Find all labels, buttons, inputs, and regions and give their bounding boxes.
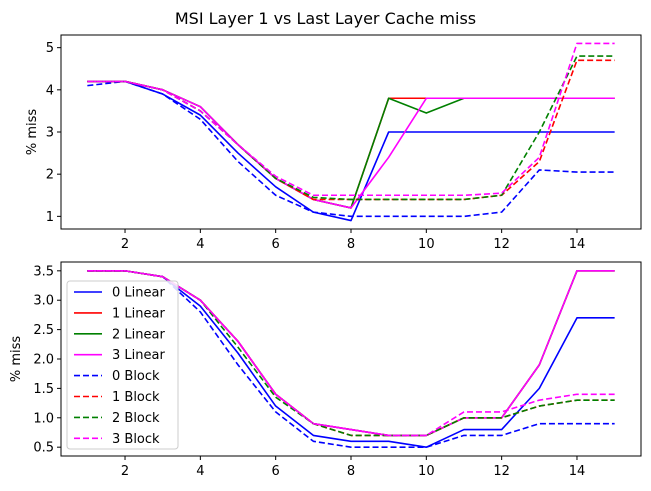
y-tick-label: 1.5 — [33, 382, 54, 397]
y-tick-label: 2.0 — [33, 353, 54, 368]
series-line-0-linear — [87, 80, 615, 222]
x-tick-label: 8 — [347, 464, 355, 479]
x-tick-label: 6 — [272, 464, 280, 479]
legend-label: 2 Block — [112, 411, 160, 426]
figure-title: MSI Layer 1 vs Last Layer Cache miss — [175, 9, 476, 28]
series-line-2-block — [87, 55, 615, 201]
legend-label: 3 Block — [112, 432, 160, 447]
legend-label: 3 Linear — [112, 348, 165, 363]
x-tick-label: 2 — [121, 464, 129, 479]
x-tick-label: 10 — [418, 464, 435, 479]
legend-label: 0 Linear — [112, 286, 165, 301]
y-axis-label: % miss — [9, 336, 24, 383]
legend-label: 1 Block — [112, 390, 160, 405]
x-tick-label: 14 — [569, 464, 586, 479]
x-tick-label: 2 — [121, 237, 129, 252]
series-line-3-linear — [87, 80, 615, 209]
series-line-3-block — [87, 42, 615, 197]
series-line-2-linear — [87, 80, 615, 209]
y-tick-label: 3 — [46, 126, 54, 141]
y-tick-label: 2 — [46, 168, 54, 183]
series-line-0-block — [87, 80, 615, 218]
series-line-1-linear — [87, 80, 615, 209]
x-tick-label: 10 — [418, 237, 435, 252]
y-tick-label: 0.5 — [33, 441, 54, 456]
y-tick-label: 3.5 — [33, 264, 54, 279]
legend-label: 1 Linear — [112, 306, 165, 321]
y-tick-label: 3.0 — [33, 294, 54, 309]
legend-label: 2 Linear — [112, 327, 165, 342]
x-tick-label: 4 — [196, 237, 204, 252]
y-tick-label: 2.5 — [33, 323, 54, 338]
y-tick-label: 1.0 — [33, 411, 54, 426]
x-tick-label: 6 — [272, 237, 280, 252]
x-tick-label: 12 — [493, 237, 510, 252]
y-tick-label: 4 — [46, 83, 54, 98]
x-tick-label: 4 — [196, 464, 204, 479]
x-tick-label: 12 — [493, 464, 510, 479]
y-axis-label: % miss — [25, 109, 40, 156]
y-tick-label: 1 — [46, 210, 54, 225]
x-tick-label: 8 — [347, 237, 355, 252]
series-line-1-block — [87, 59, 615, 201]
legend — [66, 280, 179, 450]
x-tick-label: 14 — [569, 237, 586, 252]
bottom-chart-panel: 2 4 6 8 10 12 14 0.5 1.0 1.5 2.0 2.5 3.0 3.5 % miss 0 L… — [9, 261, 642, 479]
y-tick-label: 5 — [46, 41, 54, 56]
legend-label: 0 Block — [112, 369, 160, 384]
